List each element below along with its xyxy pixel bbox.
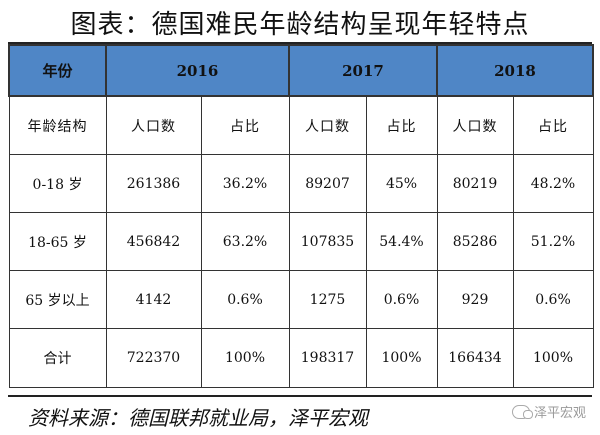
share-2018: 51.2% — [512, 212, 594, 271]
population-2017: 1275 — [288, 270, 367, 329]
share-2017: 54.4% — [365, 212, 438, 271]
age-group: 合计 — [8, 328, 107, 388]
table-row: 18-65 岁 456842 63.2% 107835 54.4% 85286 … — [8, 212, 594, 271]
bottom-rule — [8, 395, 592, 397]
year-label: 年份 — [8, 44, 107, 97]
population-2017: 198317 — [288, 328, 367, 388]
age-group: 65 岁以上 — [8, 270, 107, 329]
age-group: 18-65 岁 — [8, 212, 107, 271]
share-2018: 100% — [512, 328, 594, 388]
total-row: 合计 722370 100% 198317 100% 166434 100% — [8, 328, 594, 388]
share-2016: 63.2% — [200, 212, 290, 271]
wechat-icon — [511, 404, 533, 419]
refugee-age-table: 年份 2016 2017 2018 年龄结构 人口数 占比 人口数 占比 人口数… — [8, 44, 594, 388]
share-2016: 36.2% — [200, 154, 290, 213]
population-2017: 89207 — [288, 154, 367, 213]
population-2016: 722370 — [105, 328, 202, 388]
population-2017: 107835 — [288, 212, 367, 271]
share-2017: 100% — [365, 328, 438, 388]
chart-title: 图表：德国难民年龄结构呈现年轻特点 — [70, 10, 530, 40]
population-label-2016: 人口数 — [105, 95, 202, 155]
population-label-2017: 人口数 — [288, 95, 367, 155]
share-label-2018: 占比 — [512, 95, 594, 155]
share-2018: 48.2% — [512, 154, 594, 213]
top-rule — [8, 42, 592, 44]
share-2016: 0.6% — [200, 270, 290, 329]
age-group: 0-18 岁 — [8, 154, 107, 213]
population-2018: 80219 — [436, 154, 514, 213]
subheader-row: 年龄结构 人口数 占比 人口数 占比 人口数 占比 — [8, 95, 594, 155]
year-header-row: 年份 2016 2017 2018 — [8, 44, 594, 97]
share-2017: 45% — [365, 154, 438, 213]
share-label-2017: 占比 — [365, 95, 438, 155]
table-row: 0-18 岁 261386 36.2% 89207 45% 80219 48.2… — [8, 154, 594, 213]
population-2016: 456842 — [105, 212, 202, 271]
share-label-2016: 占比 — [200, 95, 290, 155]
year-2018: 2018 — [436, 44, 594, 97]
year-2017: 2017 — [288, 44, 438, 97]
watermark-text: 泽平宏观 — [533, 406, 586, 421]
table-row: 65 岁以上 4142 0.6% 1275 0.6% 929 0.6% — [8, 270, 594, 329]
share-2017: 0.6% — [365, 270, 438, 329]
population-2018: 929 — [436, 270, 514, 329]
year-2016: 2016 — [105, 44, 290, 97]
share-2016: 100% — [200, 328, 290, 388]
population-label-2018: 人口数 — [436, 95, 514, 155]
watermark: 泽平宏观 — [511, 402, 586, 421]
population-2016: 4142 — [105, 270, 202, 329]
share-2018: 0.6% — [512, 270, 594, 329]
age-structure-label: 年龄结构 — [8, 95, 107, 155]
population-2018: 166434 — [436, 328, 514, 388]
population-2018: 85286 — [436, 212, 514, 271]
source-note: 资料来源：德国联邦就业局，泽平宏观 — [28, 406, 368, 430]
population-2016: 261386 — [105, 154, 202, 213]
